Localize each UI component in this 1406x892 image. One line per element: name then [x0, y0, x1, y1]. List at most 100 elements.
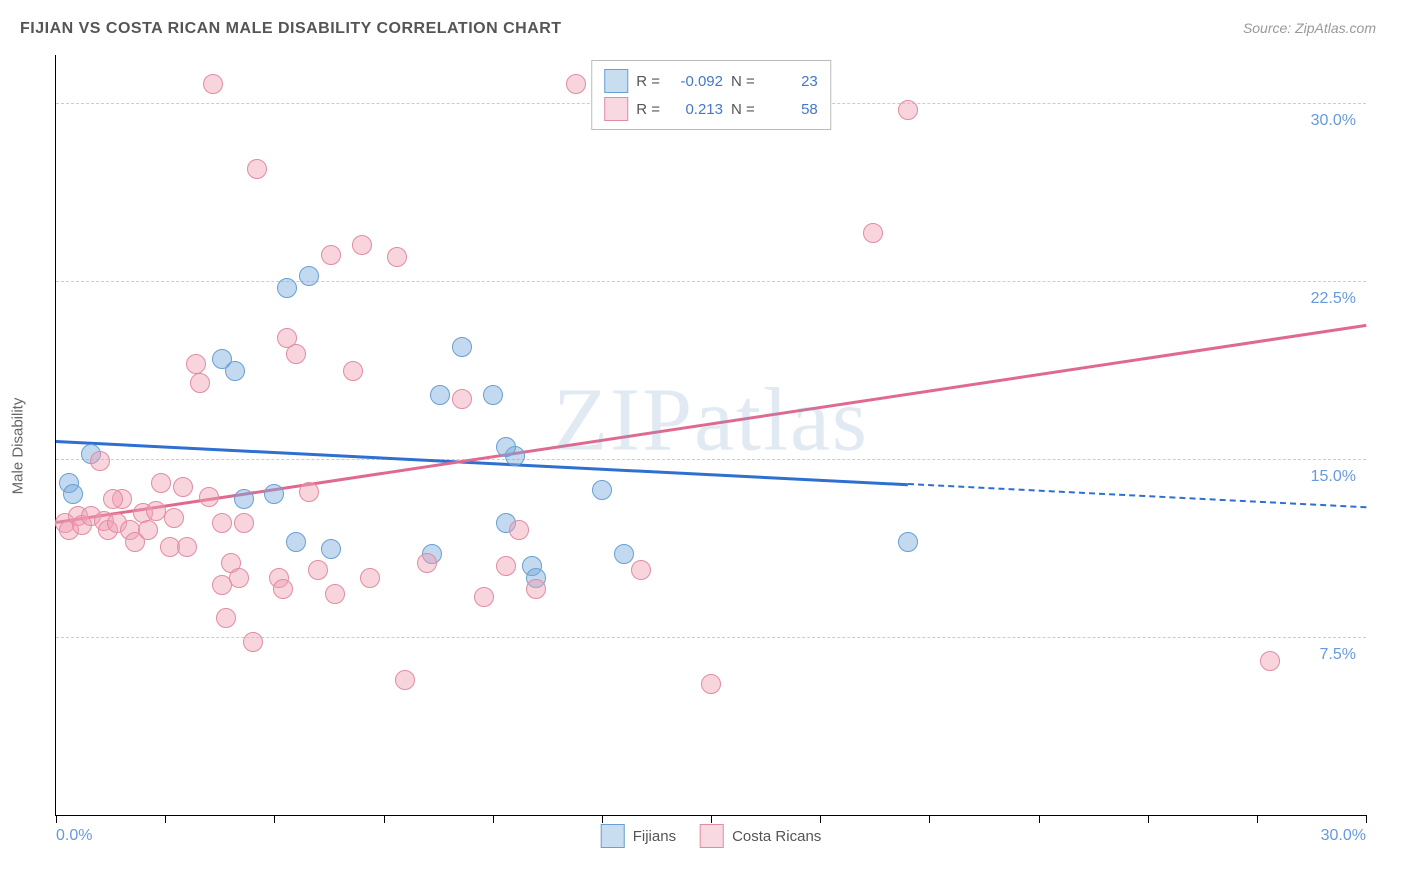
- scatter-point-pink: [173, 477, 193, 497]
- scatter-point-pink: [701, 674, 721, 694]
- scatter-point-blue: [225, 361, 245, 381]
- scatter-point-blue: [277, 278, 297, 298]
- n-value-costaricans: 58: [763, 101, 818, 118]
- scatter-point-pink: [321, 245, 341, 265]
- scatter-point-pink: [395, 670, 415, 690]
- x-tick: [711, 815, 712, 823]
- scatter-point-pink: [229, 568, 249, 588]
- legend-swatch-blue: [604, 69, 628, 93]
- scatter-point-pink: [273, 579, 293, 599]
- scatter-point-pink: [216, 608, 236, 628]
- scatter-point-pink: [343, 361, 363, 381]
- scatter-point-blue: [430, 385, 450, 405]
- x-tick: [820, 815, 821, 823]
- legend-swatch-blue: [601, 824, 625, 848]
- r-label: R =: [636, 101, 660, 118]
- y-tick-label: 7.5%: [1320, 646, 1356, 664]
- scatter-point-pink: [90, 451, 110, 471]
- legend-item-fijians: Fijians: [601, 824, 676, 848]
- scatter-point-pink: [509, 520, 529, 540]
- scatter-point-pink: [286, 344, 306, 364]
- scatter-point-pink: [863, 223, 883, 243]
- legend-label-fijians: Fijians: [633, 828, 676, 845]
- scatter-point-blue: [63, 484, 83, 504]
- scatter-point-pink: [243, 632, 263, 652]
- scatter-point-pink: [234, 513, 254, 533]
- scatter-point-pink: [360, 568, 380, 588]
- scatter-point-blue: [592, 480, 612, 500]
- scatter-point-pink: [898, 100, 918, 120]
- scatter-point-pink: [474, 587, 494, 607]
- scatter-point-pink: [199, 487, 219, 507]
- scatter-point-pink: [212, 513, 232, 533]
- x-axis-max-label: 30.0%: [1321, 827, 1366, 845]
- scatter-point-pink: [631, 560, 651, 580]
- scatter-point-blue: [299, 266, 319, 286]
- scatter-point-pink: [452, 389, 472, 409]
- y-tick-label: 30.0%: [1311, 112, 1356, 130]
- scatter-point-pink: [566, 74, 586, 94]
- y-tick-label: 22.5%: [1311, 290, 1356, 308]
- scatter-point-pink: [190, 373, 210, 393]
- x-tick: [1039, 815, 1040, 823]
- n-label: N =: [731, 101, 755, 118]
- scatter-point-pink: [177, 537, 197, 557]
- scatter-point-pink: [103, 489, 123, 509]
- x-tick: [56, 815, 57, 823]
- x-axis-min-label: 0.0%: [56, 827, 92, 845]
- legend-label-costaricans: Costa Ricans: [732, 828, 821, 845]
- scatter-point-blue: [898, 532, 918, 552]
- r-label: R =: [636, 73, 660, 90]
- legend-stats-box: R = -0.092 N = 23 R = 0.213 N = 58: [591, 60, 831, 130]
- x-tick: [1257, 815, 1258, 823]
- y-axis-label: Male Disability: [10, 398, 27, 495]
- scatter-point-blue: [286, 532, 306, 552]
- scatter-point-blue: [321, 539, 341, 559]
- scatter-point-pink: [138, 520, 158, 540]
- scatter-point-pink: [247, 159, 267, 179]
- legend-stats-row: R = 0.213 N = 58: [604, 95, 818, 123]
- legend-swatch-pink: [604, 97, 628, 121]
- scatter-point-pink: [203, 74, 223, 94]
- r-value-fijians: -0.092: [668, 73, 723, 90]
- scatter-point-blue: [496, 437, 516, 457]
- scatter-point-blue: [614, 544, 634, 564]
- x-tick: [1366, 815, 1367, 823]
- chart-container: FIJIAN VS COSTA RICAN MALE DISABILITY CO…: [0, 0, 1406, 892]
- scatter-point-pink: [299, 482, 319, 502]
- chart-title: FIJIAN VS COSTA RICAN MALE DISABILITY CO…: [20, 20, 562, 38]
- gridline: [56, 459, 1366, 460]
- n-value-fijians: 23: [763, 73, 818, 90]
- x-tick: [165, 815, 166, 823]
- scatter-point-pink: [146, 501, 166, 521]
- x-tick: [929, 815, 930, 823]
- y-tick-label: 15.0%: [1311, 468, 1356, 486]
- legend-swatch-pink: [700, 824, 724, 848]
- scatter-point-pink: [164, 508, 184, 528]
- scatter-point-pink: [496, 556, 516, 576]
- gridline: [56, 281, 1366, 282]
- scatter-point-pink: [526, 579, 546, 599]
- scatter-point-blue: [234, 489, 254, 509]
- x-tick: [274, 815, 275, 823]
- watermark: ZIPatlas: [553, 368, 869, 471]
- scatter-point-blue: [264, 484, 284, 504]
- scatter-point-pink: [387, 247, 407, 267]
- scatter-point-pink: [325, 584, 345, 604]
- scatter-point-pink: [352, 235, 372, 255]
- r-value-costaricans: 0.213: [668, 101, 723, 118]
- scatter-point-pink: [417, 553, 437, 573]
- legend-stats-row: R = -0.092 N = 23: [604, 67, 818, 95]
- scatter-point-blue: [483, 385, 503, 405]
- n-label: N =: [731, 73, 755, 90]
- plot-area: ZIPatlas R = -0.092 N = 23 R = 0.213 N =…: [55, 55, 1366, 816]
- legend-item-costaricans: Costa Ricans: [700, 824, 821, 848]
- x-tick: [493, 815, 494, 823]
- legend-series: Fijians Costa Ricans: [601, 824, 822, 848]
- scatter-point-pink: [186, 354, 206, 374]
- source-label: Source: ZipAtlas.com: [1243, 20, 1376, 36]
- x-tick: [384, 815, 385, 823]
- blue-trend-line-dashed: [907, 483, 1366, 508]
- scatter-point-pink: [151, 473, 171, 493]
- scatter-point-blue: [452, 337, 472, 357]
